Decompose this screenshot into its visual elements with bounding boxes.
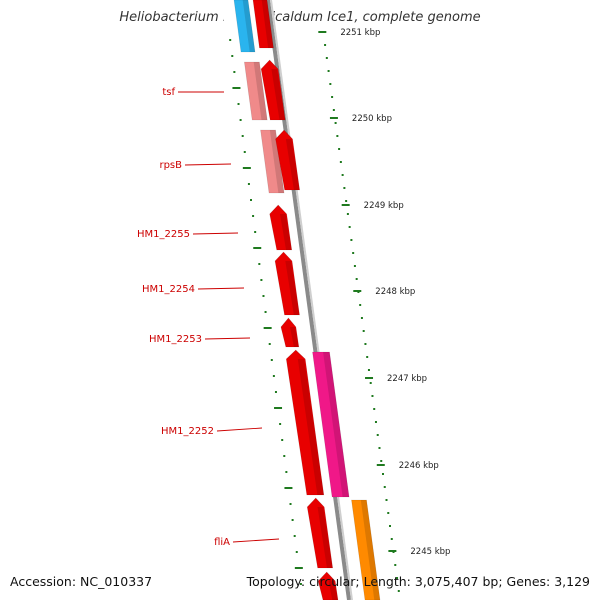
label-leader-line	[192, 232, 239, 235]
gene-label: HM1_2252	[161, 426, 214, 437]
rrna-feature-rpsb[interactable]	[260, 129, 285, 194]
kbp-label: 2246 kbp	[399, 461, 439, 471]
topology-text: Topology: circular; Length: 3,075,407 bp…	[246, 574, 590, 589]
label-leader-line	[184, 163, 232, 166]
cds-arrow-hm1-2255-shade	[279, 214, 292, 250]
gene-label: fliA	[214, 537, 230, 548]
label-leader-line	[232, 538, 280, 543]
kbp-label: 2249 kbp	[364, 201, 404, 211]
genome-title: Heliobacterium modesticaldum Ice1, compl…	[119, 10, 481, 25]
orange-feature[interactable]	[351, 499, 381, 600]
label-leader-line	[204, 337, 251, 340]
cds-arrow-tsf-shade	[271, 69, 286, 120]
accession-text: Accession: NC_010337	[10, 574, 153, 589]
label-leader-line	[216, 427, 263, 432]
trna-feature-shade	[242, 0, 256, 52]
rrna-feature-tsf[interactable]	[244, 61, 268, 121]
kbp-label: 2250 kbp	[352, 114, 392, 124]
gene-label: rpsB	[159, 160, 182, 171]
cds-arrow-shade	[328, 581, 338, 600]
protein-domain-feature[interactable]	[312, 351, 350, 498]
gene-label: HM1_2254	[142, 284, 195, 295]
orange-feature-shade	[360, 500, 380, 600]
cds-arrow-rpsb-shade	[285, 139, 300, 190]
kbp-label: 2248 kbp	[375, 287, 415, 297]
gene-label: HM1_2255	[137, 229, 190, 240]
label-leader-line	[197, 287, 245, 290]
gene-label: tsf	[162, 87, 175, 98]
genome-backbone-shadow	[270, 0, 353, 600]
gene-label: HM1_2253	[149, 334, 202, 345]
cds-arrow-rpsb[interactable]	[275, 129, 300, 191]
kbp-label: 2245 kbp	[410, 547, 450, 557]
cds-arrow-hm1-2253-shade	[289, 327, 299, 347]
kbp-label: 2251 kbp	[340, 28, 380, 38]
trna-feature[interactable]	[233, 0, 256, 53]
cds-arrow-hm1-2254[interactable]	[274, 251, 300, 316]
protein-domain-feature-shade	[323, 352, 350, 497]
cds-arrow-hm1-2254-shade	[285, 261, 300, 315]
cds-arrow-hm1-2252-shade	[297, 359, 324, 495]
cds-arrow-shade	[261, 0, 274, 48]
cds-arrow-hm1-2252[interactable]	[285, 349, 325, 496]
cds-arrow-tsf[interactable]	[260, 59, 286, 121]
cds-arrow-hm1-2255[interactable]	[269, 204, 293, 251]
cds-arrow-hm1-2253[interactable]	[280, 317, 300, 348]
rrna-feature-rpsb-shade	[269, 130, 285, 193]
cds-arrow-flia[interactable]	[306, 497, 334, 569]
kbp-label: 2247 kbp	[387, 374, 427, 384]
cds-arrow-flia-shade	[317, 507, 333, 568]
cds-arrow[interactable]	[252, 0, 274, 49]
rrna-feature-tsf-shade	[253, 62, 268, 120]
cds-arrow[interactable]	[317, 571, 339, 600]
